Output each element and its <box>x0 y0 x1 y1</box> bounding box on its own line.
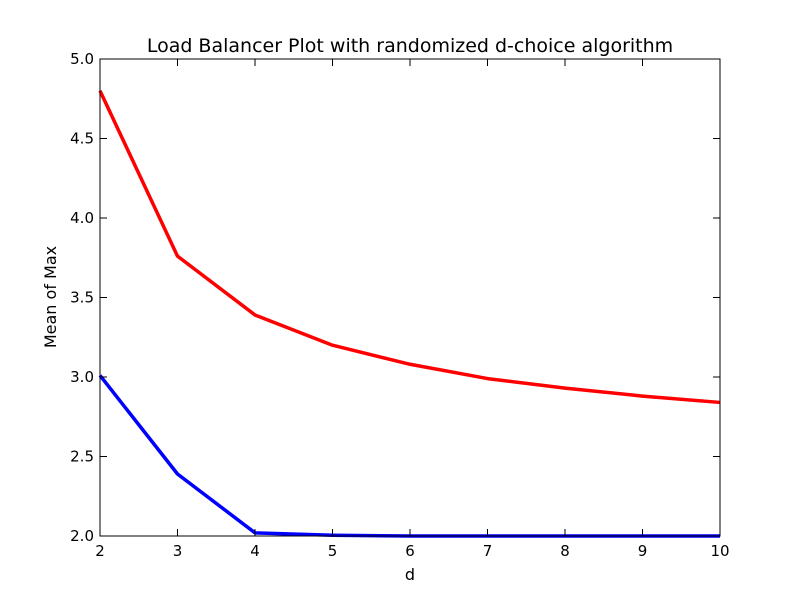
x-axis-label: d <box>405 565 415 584</box>
y-tick-label: 3.0 <box>70 368 94 386</box>
plot-frame <box>99 58 721 537</box>
series-line-1 <box>98 90 721 405</box>
x-tick-label: 7 <box>483 542 493 560</box>
y-axis-label: Mean of Max <box>41 246 60 348</box>
series-line-2 <box>98 374 720 538</box>
x-tick-label: 10 <box>710 542 729 560</box>
x-tick-label: 3 <box>173 542 183 560</box>
y-tick-label: 3.5 <box>70 289 94 307</box>
y-tick-label: 5.0 <box>70 50 94 68</box>
x-tick-label: 2 <box>95 542 105 560</box>
x-tick-label: 6 <box>405 542 415 560</box>
series-layer <box>98 90 721 538</box>
x-tick-label: 9 <box>638 542 648 560</box>
y-tick-label: 2.0 <box>70 527 94 545</box>
y-tick-label: 4.5 <box>70 130 94 148</box>
x-tick-label: 8 <box>560 542 570 560</box>
chart-title: Load Balancer Plot with randomized d-cho… <box>147 35 673 57</box>
x-tick-label: 5 <box>328 542 338 560</box>
y-tick-label: 4.0 <box>70 209 94 227</box>
x-tick-label: 4 <box>250 542 260 560</box>
tick-layer: 2 3 4 5 6 7 8 9 10 2.0 2.5 3.0 3.5 4.0 4.5 5.0 <box>70 50 729 560</box>
y-tick-label: 2.5 <box>70 448 94 466</box>
